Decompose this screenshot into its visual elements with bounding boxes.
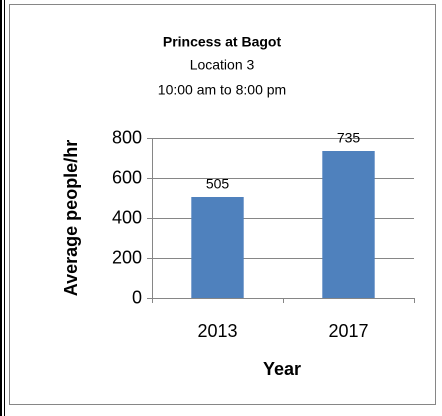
y-tick-label: 400 [112,207,142,227]
chart-title: Princess at Bagot [163,34,282,50]
chart-subtitle: 10:00 am to 8:00 pm [158,82,286,98]
edge-line [0,0,2,416]
bar [322,151,375,298]
y-axis-label: Average people/hr [61,140,81,296]
x-tick-label: 2017 [328,321,368,341]
x-tick-label: 2013 [197,321,237,341]
y-tick-label: 200 [112,247,142,267]
value-label: 505 [206,176,230,192]
y-tick-label: 0 [132,287,142,307]
y-tick-label: 800 [112,127,142,147]
y-tick-label: 600 [112,167,142,187]
x-axis-label: Year [263,359,301,379]
edge-line [4,0,5,416]
value-label: 735 [337,130,361,146]
bar [191,197,244,298]
chart-subtitle: Location 3 [190,57,255,73]
